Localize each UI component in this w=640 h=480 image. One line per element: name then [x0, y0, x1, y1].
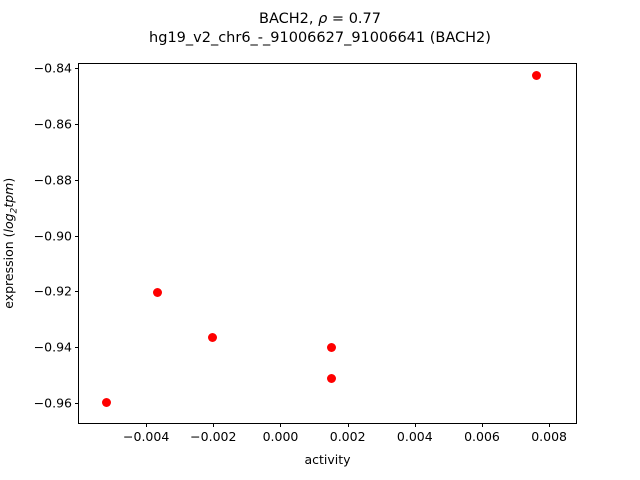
- chart-title-correlation: = 0.77: [327, 11, 381, 27]
- data-point: [326, 374, 336, 384]
- x-axis-tick-label: 0.004: [396, 429, 433, 444]
- x-axis-tick: [280, 423, 282, 427]
- y-axis-tick: [75, 347, 79, 349]
- y-axis-tick-label: −0.86: [33, 116, 72, 132]
- y-axis-tick: [75, 68, 79, 70]
- x-axis-tick: [146, 423, 148, 427]
- data-point: [207, 333, 217, 343]
- chart-subtitle: hg19_v2_chr6_-_91006627_91006641 (BACH2): [149, 30, 491, 46]
- y-axis-label: expression (log2tpm): [0, 63, 22, 424]
- y-axis-tick-label: −0.94: [33, 339, 72, 355]
- x-axis-tick: [347, 423, 349, 427]
- chart-title-line-1: BACH2, ρ = 0.77: [0, 10, 640, 29]
- chart-title-gene: BACH2,: [259, 11, 319, 27]
- data-point: [326, 342, 336, 352]
- x-axis-label: activity: [304, 452, 351, 467]
- data-point: [532, 71, 542, 81]
- x-axis-tick-label: −0.004: [123, 429, 170, 444]
- x-axis-tick-label: 0.000: [262, 429, 299, 444]
- y-axis-tick: [75, 123, 79, 125]
- y-axis-tick-label: −0.96: [33, 395, 72, 411]
- data-points-layer: [79, 64, 576, 423]
- x-axis-tick: [481, 423, 483, 427]
- y-axis-label-log: log: [0, 213, 16, 233]
- x-axis-tick: [213, 423, 215, 427]
- y-axis-tick: [75, 235, 79, 237]
- rho-symbol: ρ: [318, 11, 328, 27]
- x-axis-tick: [414, 423, 416, 427]
- y-axis-tick: [75, 291, 79, 293]
- y-axis-tick: [75, 402, 79, 404]
- y-axis-tick-label: −0.90: [33, 228, 72, 244]
- y-axis-tick-label: −0.88: [33, 172, 72, 188]
- chart-title: BACH2, ρ = 0.77 hg19_v2_chr6_-_91006627_…: [0, 10, 640, 48]
- x-axis-tick-label: 0.006: [464, 429, 500, 444]
- y-axis-label-prefix: expression (: [0, 232, 16, 309]
- x-axis-tick-label: −0.002: [190, 429, 237, 444]
- data-point: [102, 398, 112, 408]
- y-axis-label-tpm: tpm: [0, 182, 16, 208]
- x-axis-tick-label: 0.002: [329, 429, 366, 444]
- y-axis-label-subscript: 2: [9, 207, 20, 214]
- data-point: [153, 288, 163, 298]
- y-axis-label-suffix: ): [0, 178, 16, 183]
- y-axis-tick-label: −0.92: [33, 283, 72, 299]
- plot-area: −0.84 −0.86 −0.88 −0.90 −0.92 −0.94 −0.96 −0.00…: [34, 61, 577, 444]
- y-axis-tick-label: −0.84: [33, 60, 72, 76]
- x-axis-tick: [549, 423, 551, 427]
- x-axis-tick-label: 0.008: [531, 429, 568, 444]
- y-axis-tick: [75, 179, 79, 181]
